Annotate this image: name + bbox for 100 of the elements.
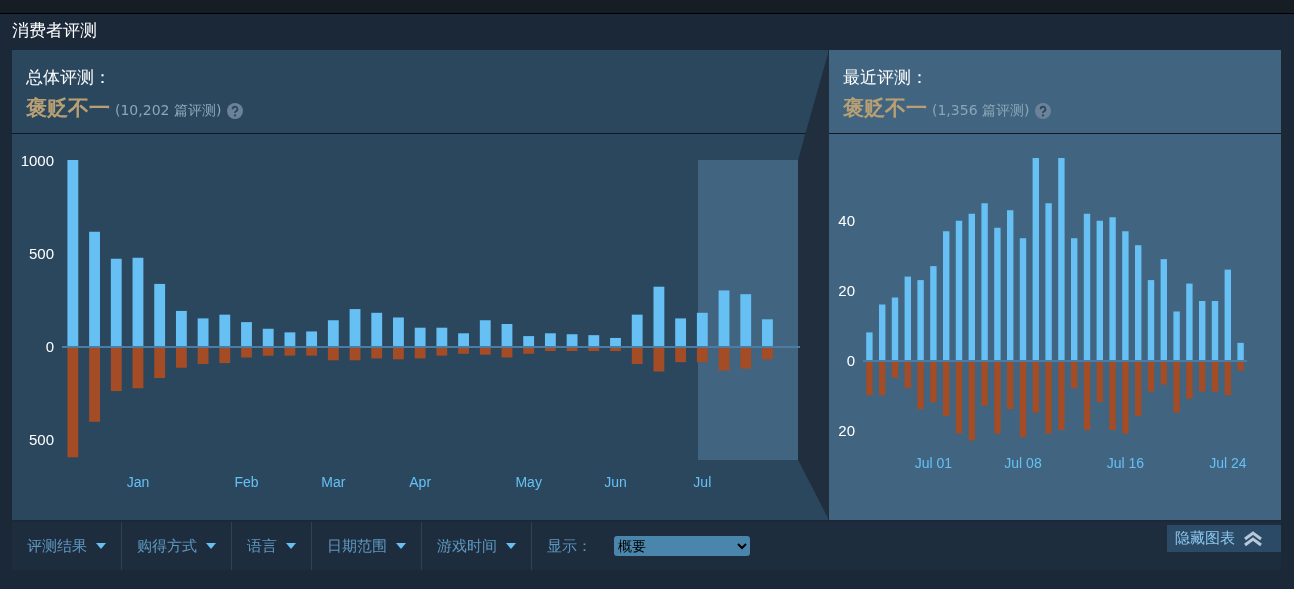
bar <box>1199 360 1206 392</box>
x-tick-label: Jul 24 <box>1209 455 1247 471</box>
bar <box>1135 360 1142 417</box>
bar <box>110 346 122 392</box>
bar <box>943 360 950 417</box>
bar <box>284 332 296 347</box>
x-tick-label: May <box>515 474 542 490</box>
y-tick-label: 500 <box>28 431 54 448</box>
bar <box>89 346 100 422</box>
bar <box>955 220 963 361</box>
x-tick-label: Jul 01 <box>914 455 953 471</box>
bar <box>1224 269 1231 361</box>
bar <box>994 227 1001 361</box>
bar <box>393 317 404 347</box>
chart-title: 总体评测： <box>26 66 111 89</box>
bar <box>1109 217 1116 361</box>
bar <box>67 160 79 347</box>
bar <box>917 280 924 361</box>
bar <box>968 360 975 441</box>
bar <box>994 360 1001 434</box>
bar <box>349 309 361 347</box>
bar <box>879 304 886 361</box>
y-tick-label: 40 <box>838 212 855 230</box>
bar <box>1186 360 1193 399</box>
bar <box>154 283 166 347</box>
bar <box>718 290 730 347</box>
bar <box>544 333 556 347</box>
bar <box>943 231 950 361</box>
text: 购得方式 <box>137 536 197 556</box>
bar <box>1173 311 1180 361</box>
bar <box>175 346 187 368</box>
bar <box>110 258 122 347</box>
text: 概要 <box>614 536 750 556</box>
bar <box>1032 158 1039 361</box>
bar <box>501 323 513 347</box>
bar <box>1058 360 1065 431</box>
bar <box>930 360 937 403</box>
bar <box>740 346 752 369</box>
bar <box>327 320 339 347</box>
x-tick-label: Apr <box>409 474 432 490</box>
bar <box>696 312 708 347</box>
bar <box>1083 360 1091 431</box>
bar <box>1096 220 1103 361</box>
bar <box>523 336 535 347</box>
bar <box>1147 280 1155 361</box>
bar <box>219 314 231 347</box>
x-tick-label: Feb <box>234 474 259 490</box>
x-tick-label: Jul <box>693 474 712 490</box>
bar <box>1083 213 1091 361</box>
bar <box>762 319 773 347</box>
bar <box>588 335 600 347</box>
bar <box>132 257 144 347</box>
text: 评测结果 <box>27 536 87 556</box>
bar <box>1019 238 1027 361</box>
text: 显示： <box>547 536 592 556</box>
bar <box>1237 342 1244 361</box>
bar <box>740 294 752 347</box>
bar <box>197 318 209 347</box>
x-tick-label: Jun <box>604 474 627 490</box>
bar <box>1071 238 1078 361</box>
bar <box>1109 360 1116 431</box>
bar <box>955 360 963 434</box>
y-tick-label: 1000 <box>20 151 54 169</box>
bar <box>675 318 687 347</box>
text: (1,356 篇评测) <box>932 102 1030 118</box>
bar <box>1173 360 1180 413</box>
bar <box>566 334 578 347</box>
bar <box>67 346 79 458</box>
bar <box>981 203 988 361</box>
bar <box>371 312 383 347</box>
bar <box>610 337 621 347</box>
bar <box>414 327 426 347</box>
chart-subtitle: 褒贬不一 <box>843 96 927 120</box>
bar <box>1019 360 1027 438</box>
bar <box>89 231 100 347</box>
y-tick-label: 0 <box>45 337 54 355</box>
chart-subtitle: 褒贬不一 <box>26 96 110 120</box>
bar <box>1007 360 1014 410</box>
bar <box>981 360 988 406</box>
bar <box>262 328 274 347</box>
bar <box>1135 245 1142 361</box>
y-tick-label: 20 <box>838 421 855 439</box>
bar <box>1122 231 1129 361</box>
bar <box>904 276 911 361</box>
y-tick-label: 0 <box>846 351 855 369</box>
bar <box>479 320 491 347</box>
bar <box>1186 283 1193 361</box>
bar <box>653 286 665 347</box>
text: 语言 <box>247 536 277 556</box>
y-tick-label: 20 <box>838 282 855 300</box>
bar <box>154 346 166 379</box>
bar <box>175 310 187 347</box>
bar <box>458 333 469 347</box>
bar <box>1096 360 1103 403</box>
x-tick-label: Jul 16 <box>1106 455 1145 471</box>
bar <box>1032 360 1039 413</box>
bar <box>1211 360 1219 392</box>
text: 消费者评测 <box>12 19 97 42</box>
bar <box>1160 259 1167 361</box>
text: (10,202 篇评测) <box>115 102 222 118</box>
